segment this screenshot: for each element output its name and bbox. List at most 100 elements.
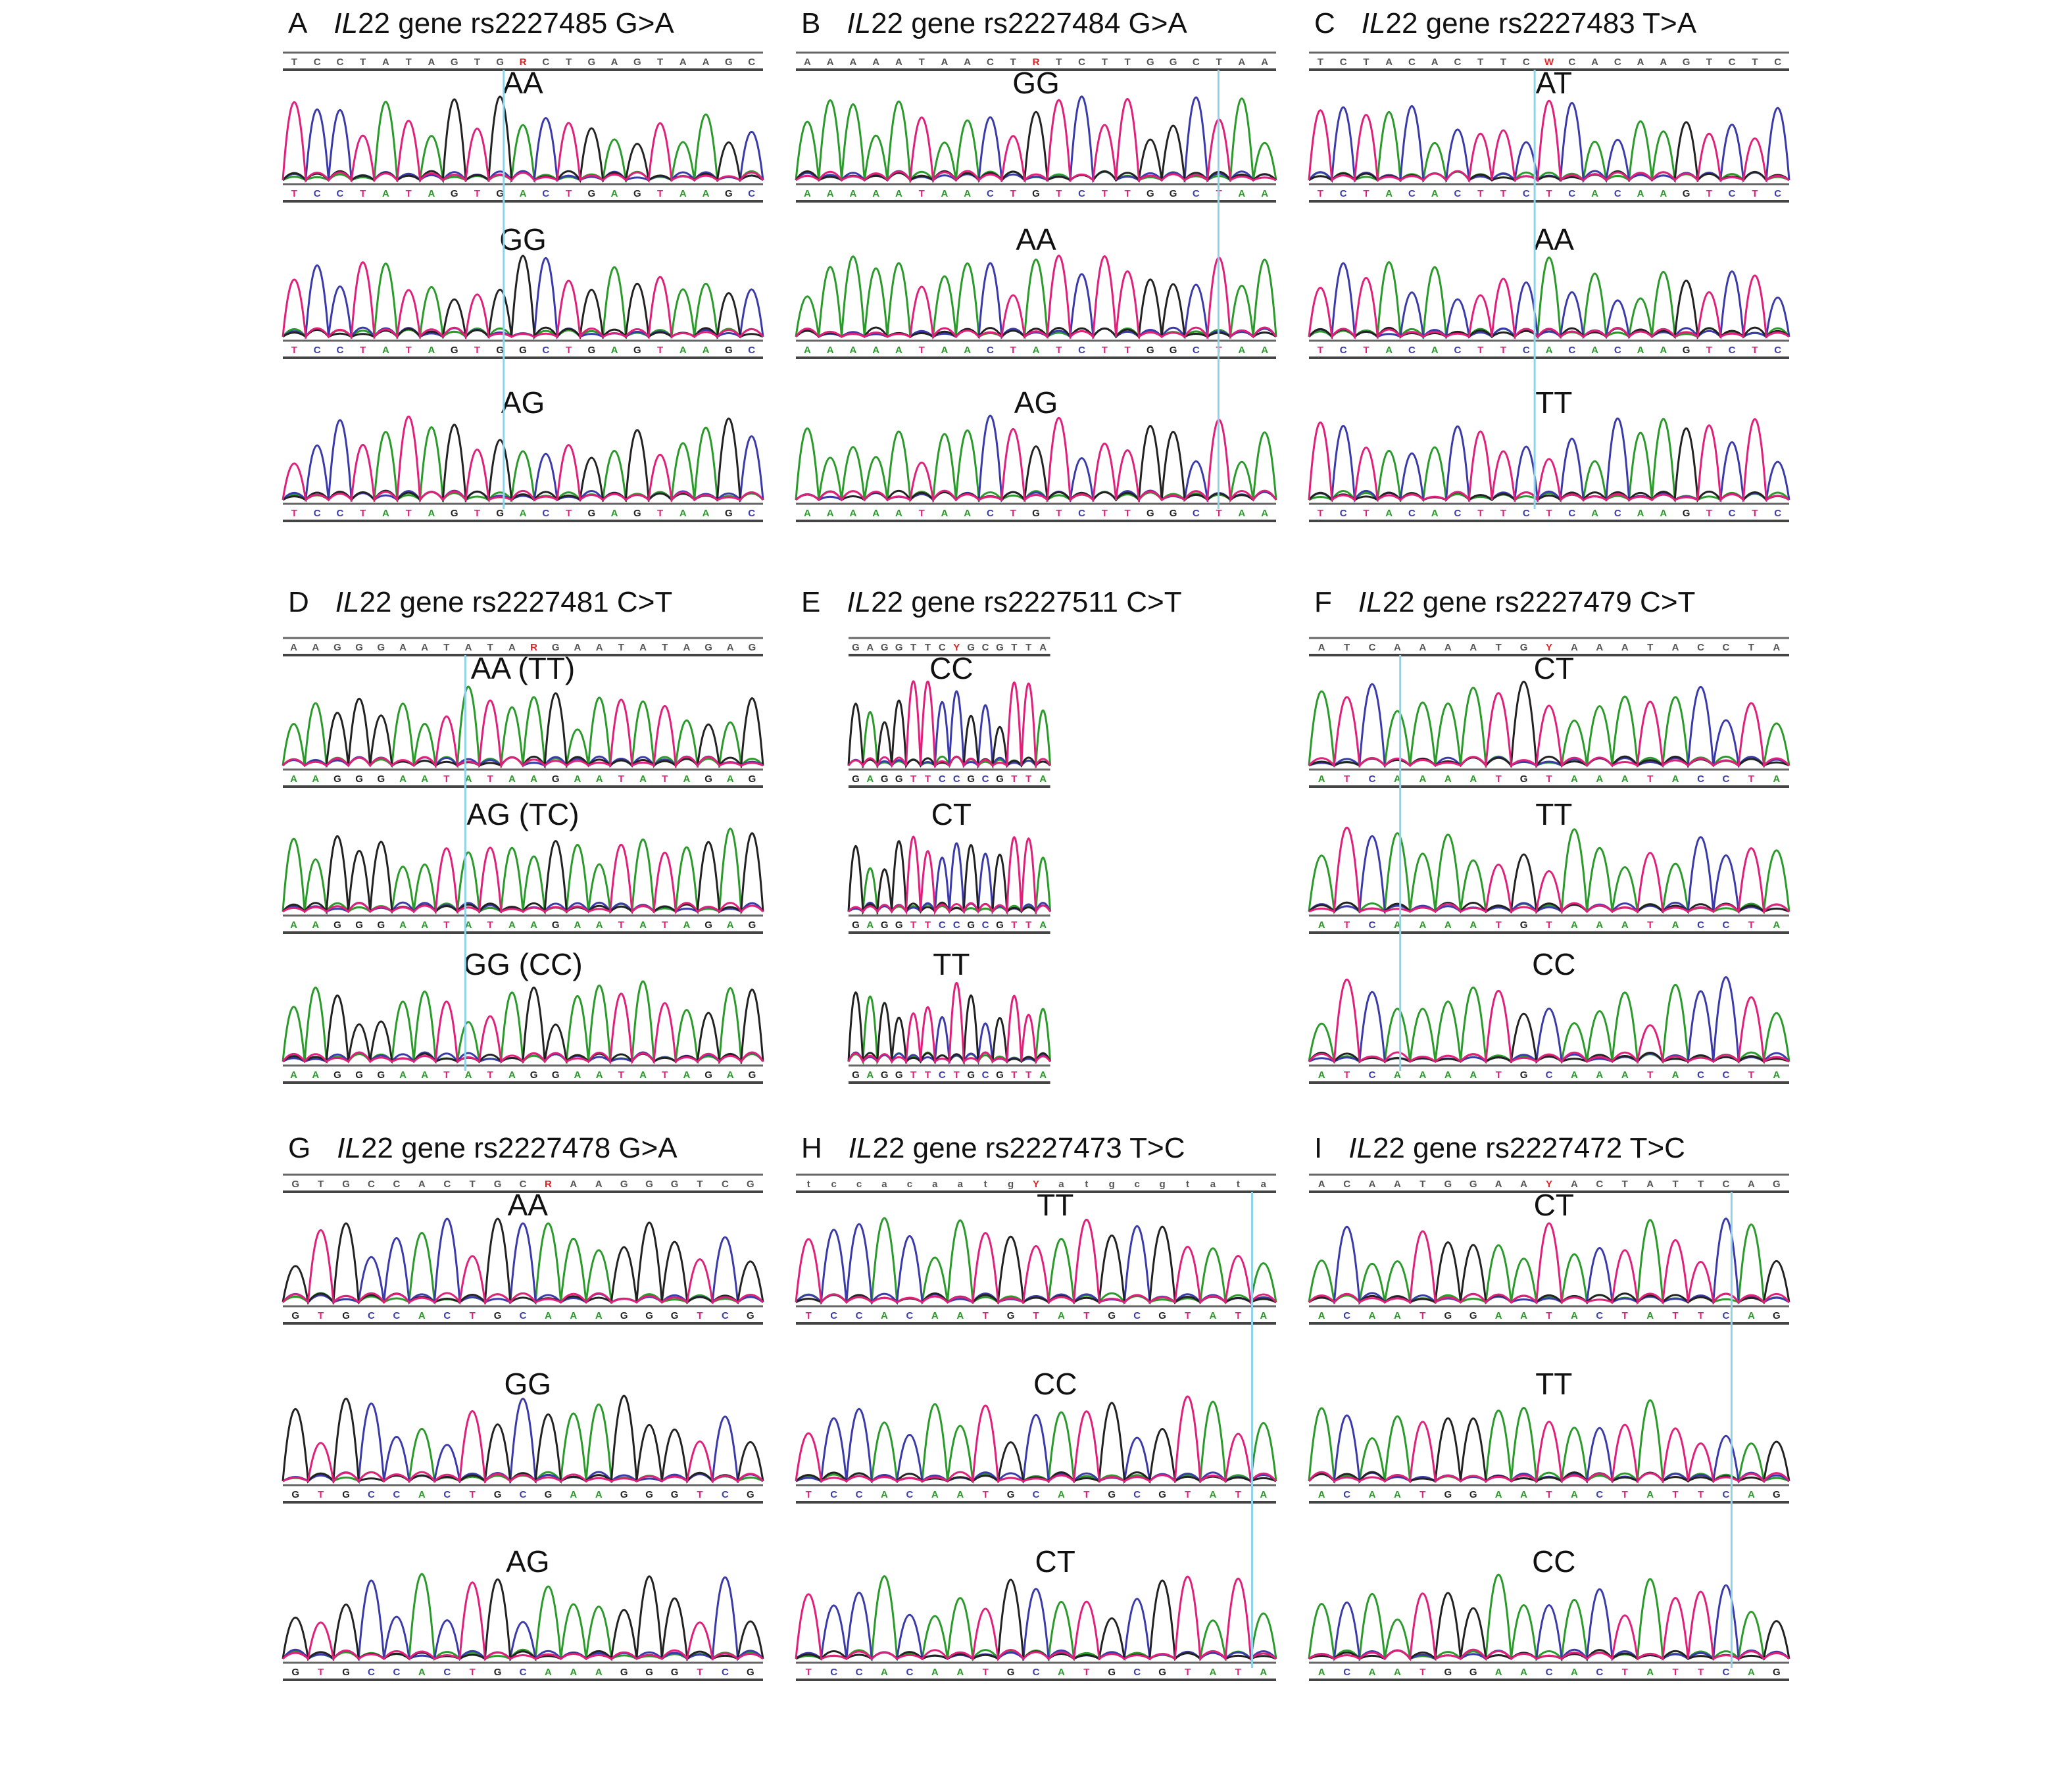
- sequence-base: G: [587, 188, 595, 199]
- sequence-base: C: [520, 1489, 527, 1500]
- sequence-base: C: [1774, 508, 1781, 519]
- sequence-base: T: [1102, 57, 1108, 68]
- sequence-base: G: [545, 1489, 553, 1500]
- sequence-base: C: [1729, 345, 1736, 356]
- sequence-base: G: [1520, 773, 1528, 785]
- trace-t-series: [795, 1395, 1277, 1484]
- sequence-base: A: [611, 57, 618, 68]
- trace-g-series: [282, 1395, 764, 1484]
- sequence-base: C: [982, 1069, 989, 1081]
- sequence-base: C: [1369, 1069, 1376, 1081]
- sequence-base: A: [1596, 920, 1603, 931]
- gene-symbol: IL: [847, 7, 871, 39]
- sequence-base: C: [1343, 1179, 1350, 1190]
- chromatogram-2: T C C A C A A T G C A T G C G T A T ACC: [795, 1367, 1277, 1504]
- sequence-base: A: [508, 642, 516, 653]
- sequence-base: G: [291, 1667, 299, 1678]
- trace-a-series: [1308, 1399, 1790, 1484]
- sequence-base: A: [895, 508, 902, 519]
- sequence-base: G: [342, 1667, 350, 1678]
- gene-symbol: IL: [847, 586, 871, 618]
- sequence-base: T: [1185, 1310, 1191, 1321]
- sequence-base: G: [291, 1489, 299, 1500]
- sequence-base: A: [1385, 188, 1393, 199]
- sequence-base: A: [1033, 345, 1040, 356]
- sequence-base: T: [474, 345, 480, 356]
- sequence-base: G: [881, 1069, 889, 1081]
- sequence-base: A: [1646, 1489, 1654, 1500]
- sequence-base: T: [618, 642, 624, 653]
- sequence-base: A: [399, 920, 407, 931]
- genotype-label: CT: [1534, 1188, 1574, 1222]
- sequence-base: C: [1408, 345, 1416, 356]
- sequence-base: T: [919, 57, 925, 68]
- sequence-base: A: [1520, 1489, 1527, 1500]
- sequence-base: A: [1261, 508, 1268, 519]
- sequence-base: T: [1102, 508, 1108, 519]
- sequence-base: T: [487, 920, 493, 931]
- sequence-base: T: [406, 508, 412, 519]
- sequence-base: A: [1318, 1489, 1325, 1500]
- sequence-base: G: [1683, 345, 1690, 356]
- sequence-base: Y: [1546, 642, 1552, 653]
- genotype-label: AG: [1014, 385, 1058, 420]
- sequence-base: T: [1500, 188, 1506, 199]
- sequence-base: A: [881, 1489, 888, 1500]
- sequence-base: T: [1500, 345, 1506, 356]
- trace-g-series: [282, 832, 764, 915]
- sequence-base: T: [1698, 1179, 1704, 1190]
- sequence-base: T: [1318, 188, 1323, 199]
- sequence-base: C: [982, 773, 989, 785]
- sequence-base: A: [1571, 1310, 1578, 1321]
- trace-t-series: [847, 680, 1051, 770]
- sequence-base: C: [336, 57, 343, 68]
- panel-letter: G: [288, 1132, 310, 1164]
- trace-g-series: [795, 278, 1277, 339]
- sequence-base: G: [852, 1069, 860, 1081]
- sequence-base: A: [703, 188, 710, 199]
- sequence-base: A: [941, 188, 949, 199]
- sequence-base: A: [428, 57, 435, 68]
- sequence-base: A: [1571, 642, 1578, 653]
- sequence-base: G: [1147, 57, 1154, 68]
- sequence-base: A: [1660, 188, 1667, 199]
- sequence-base: A: [1385, 57, 1393, 68]
- sequence-base: A: [1058, 1667, 1065, 1678]
- sequence-base: G: [996, 1069, 1004, 1081]
- sequence-base: A: [827, 345, 834, 356]
- chromatogram-3: A T C A A A A T G C A A A T A C C T ACC: [1308, 947, 1790, 1084]
- panel-letter: E: [801, 586, 820, 618]
- sequence-base: A: [596, 642, 603, 653]
- trace-a-series: [795, 255, 1277, 340]
- genotype-label: CC: [1033, 1367, 1077, 1401]
- sequence-base: A: [683, 1069, 690, 1081]
- sequence-base: A: [1520, 1667, 1527, 1678]
- sequence-base: T: [1477, 345, 1483, 356]
- sequence-base: T: [1056, 188, 1062, 199]
- sequence-base: T: [662, 773, 668, 785]
- sequence-base: A: [895, 345, 902, 356]
- sequence-base: A: [1039, 642, 1047, 653]
- sequence-base: T: [1419, 1489, 1425, 1500]
- sequence-base: G: [645, 1667, 653, 1678]
- sequence-base: T: [1124, 508, 1130, 519]
- sequence-base: G: [1683, 508, 1690, 519]
- sequence-base: Y: [1033, 1179, 1039, 1190]
- sequence-base: T: [1033, 1310, 1039, 1321]
- genotype-label: CT: [1035, 1544, 1075, 1579]
- sequence-base: A: [941, 508, 949, 519]
- sequence-base: A: [1672, 642, 1679, 653]
- sequence-base: T: [1752, 188, 1758, 199]
- sequence-base: T: [1647, 773, 1653, 785]
- sequence-base: A: [866, 773, 874, 785]
- sequence-base: T: [697, 1489, 703, 1500]
- sequence-base: C: [1454, 508, 1462, 519]
- sequence-base: c: [856, 1179, 862, 1190]
- sequence-base: c: [1135, 1179, 1140, 1190]
- sequence-base: T: [1752, 508, 1758, 519]
- sequence-base: G: [671, 1489, 679, 1500]
- genotype-label: TT: [1535, 1367, 1572, 1401]
- sequence-base: T: [1673, 1179, 1679, 1190]
- sequence-base: T: [1477, 188, 1483, 199]
- trace-a-series: [282, 685, 764, 769]
